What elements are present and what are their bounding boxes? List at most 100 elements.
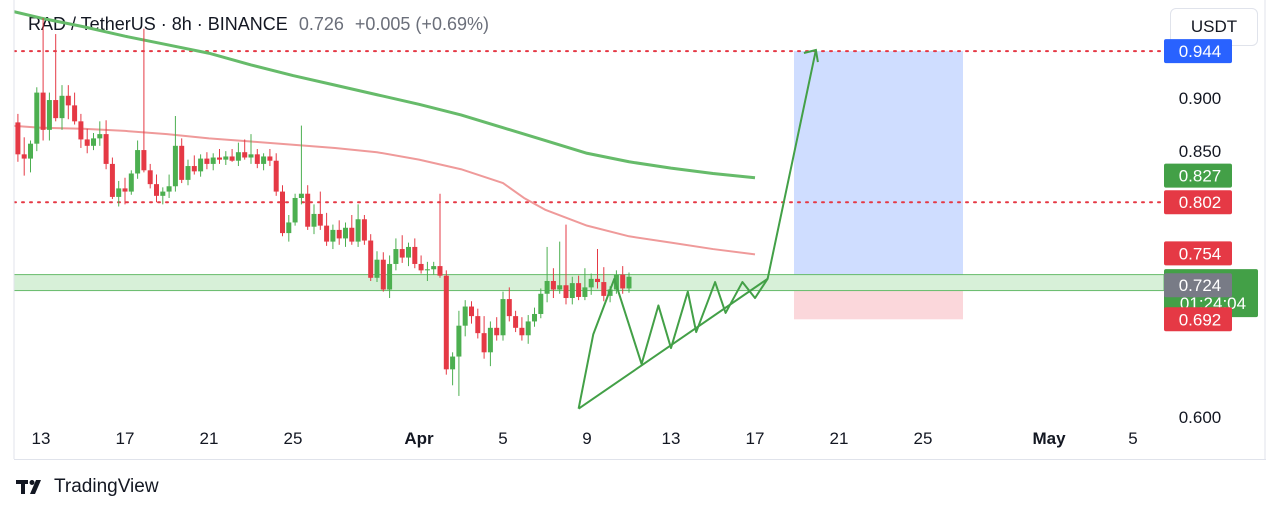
candle-body-14 [97,134,103,139]
candle-body-4 [34,92,40,144]
candle-body-5 [40,92,46,130]
candle-body-9 [65,95,71,106]
candle-body-19 [128,173,134,192]
price-badge-label: 0.724 [1179,276,1222,295]
candle-body-35 [229,156,235,161]
candle-body-96 [613,274,619,290]
x-tick-label: 5 [498,429,507,448]
candle-body-17 [116,188,122,197]
candle-body-56 [361,219,367,241]
moving-average-line-1 [14,10,756,180]
candle-body-77 [494,327,500,336]
x-tick-label: 21 [200,429,219,448]
position-target-zone [794,51,963,284]
candle-body-6 [46,100,52,130]
candle-body-27 [179,145,185,180]
candle-body-88 [563,285,569,299]
interval-label[interactable]: 8h [171,14,192,34]
candle-body-8 [59,95,65,119]
candle-body-36 [235,152,241,161]
candle-body-47 [305,193,311,227]
y-tick-label: 0.850 [1179,142,1222,161]
candle-body-15 [103,134,109,164]
price-badge-label: 0.827 [1179,167,1222,186]
price-change: +0.005 (+0.69%) [354,14,489,34]
candle-body-30 [198,158,204,172]
candle-body-0 [14,122,15,147]
candle-body-24 [160,191,166,196]
x-tick-label: Apr [404,429,434,448]
separator-dot: · [196,14,208,34]
symbol-header: RAD / TetherUS · 8h · BINANCE 0.726 +0.0… [28,14,489,35]
price-chart[interactable]: 0.600 0.850 0.900 13 17 21 25 Apr 5 9 13 17 21 25 May 5… [0,0,1280,460]
candle-body-73 [469,306,474,317]
candle-body-37 [242,152,248,158]
candle-body-49 [317,213,323,226]
x-tick-label: 13 [32,429,51,448]
candle-body-48 [311,213,317,227]
candle-body-59 [380,259,386,290]
candle-body-7 [53,100,59,119]
candle-body-23 [154,184,159,196]
candle-body-12 [84,139,90,146]
candle-body-43 [280,191,285,234]
candle-body-83 [532,313,537,322]
candle-body-91 [582,287,588,297]
price-badge-label: 0.754 [1179,244,1222,263]
candle-body-86 [550,280,556,290]
candle-body-10 [72,105,78,122]
candle-body-1 [15,122,21,155]
x-tick-label: May [1032,429,1066,448]
candle-body-62 [399,249,405,258]
candle-body-38 [248,154,254,158]
pattern-line-2 [577,49,817,409]
candle-body-97 [620,274,626,289]
candle-body-60 [387,263,393,290]
candle-body-11 [78,121,84,140]
candle-body-33 [217,157,222,160]
tradingview-logo[interactable]: TradingView [16,476,159,498]
candle-body-31 [204,158,210,164]
candle-body-66 [424,269,430,271]
price-badge-0.944 [1164,39,1232,64]
candle-body-40 [261,156,267,164]
plot-area [14,10,1164,410]
candle-body-44 [286,222,292,234]
candle-body-41 [267,156,273,161]
price-badge-label: 0.802 [1179,193,1222,212]
candle-body-51 [330,229,336,242]
x-tick-label: 5 [1128,429,1137,448]
candle-body-53 [343,227,348,239]
candle-body-34 [223,156,229,160]
candle-body-93 [595,278,600,283]
candle-body-25 [166,186,172,192]
candle-body-61 [393,249,399,264]
candle-body-94 [601,282,607,296]
x-tick-label: 17 [116,429,135,448]
candle-body-28 [185,166,191,180]
candle-body-3 [28,143,33,159]
footer-divider [14,459,1266,460]
candle-body-70 [450,356,456,370]
candle-body-75 [481,333,487,353]
candle-body-45 [292,197,298,223]
candle-body-29 [191,166,197,172]
candle-body-26 [172,145,178,187]
candle-body-80 [513,316,519,328]
candle-body-16 [109,163,115,197]
candle-body-76 [487,327,493,353]
last-price: 0.726 [298,14,344,34]
candle-body-39 [254,154,260,164]
candle-body-71 [456,325,462,357]
x-tick-label: 13 [662,429,681,448]
candle-body-54 [349,227,355,242]
x-tick-label: 21 [830,429,849,448]
brand-name: TradingView [54,476,159,497]
candle-body-87 [557,285,563,290]
symbol-name[interactable]: RAD / TetherUS [28,14,156,34]
candle-body-21 [141,150,147,171]
price-badge-0.692 [1164,307,1232,332]
candle-body-55 [355,219,361,242]
candle-body-65 [418,263,424,271]
price-badge-0.802 [1164,190,1232,215]
